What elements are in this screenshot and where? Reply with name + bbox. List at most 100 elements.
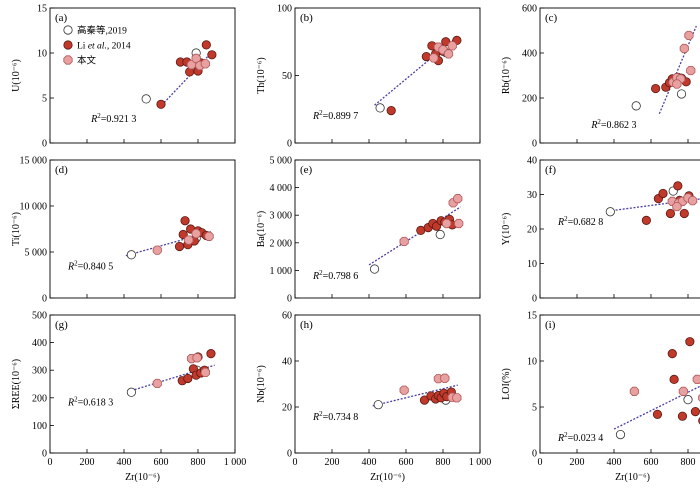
regression-line xyxy=(374,38,455,106)
legend-label: 本文 xyxy=(77,55,97,67)
y-tick-label: 500 xyxy=(32,311,47,322)
y-tick-label: 5 000 xyxy=(270,156,293,167)
r-squared-label: R2=0.862 3 xyxy=(590,118,636,131)
y-tick-label: 10 xyxy=(527,259,537,270)
data-point xyxy=(684,30,694,41)
y-tick-label: 1 000 xyxy=(270,266,293,277)
panel-label: (i) xyxy=(545,319,556,331)
data-point xyxy=(386,106,396,116)
y-tick-label: 200 xyxy=(522,94,537,105)
y-tick-label: 100 xyxy=(277,4,292,15)
data-point xyxy=(183,373,193,384)
legend-marker xyxy=(63,40,73,50)
r-squared-label: R2=0.899 7 xyxy=(312,109,358,122)
y-tick-label: 10 xyxy=(527,357,537,368)
data-point xyxy=(126,250,136,260)
data-point xyxy=(191,229,201,239)
y-tick-label: 400 xyxy=(522,49,537,60)
plot-frame xyxy=(49,159,236,299)
data-point xyxy=(447,41,457,51)
y-tick-label: 5 xyxy=(532,403,537,414)
panel-label: (f) xyxy=(545,164,556,176)
data-point xyxy=(672,79,682,89)
y-axis-label: Ti(10⁻⁶) xyxy=(11,212,22,246)
r-squared-label: R2=0.023 4 xyxy=(557,431,603,444)
y-tick-label: 40 xyxy=(527,156,537,167)
panel-label: (b) xyxy=(300,12,313,24)
y-axis-label: Th(10⁻⁶) xyxy=(256,57,267,94)
y-tick-label: 0 xyxy=(42,139,47,150)
x-tick-label: 600 xyxy=(154,457,169,468)
panel-label: (h) xyxy=(300,319,313,331)
data-point xyxy=(204,231,214,241)
data-point xyxy=(180,216,190,226)
y-tick-label: 600 xyxy=(522,4,537,15)
plot-frame xyxy=(539,314,700,454)
x-tick-label: 400 xyxy=(362,457,377,468)
data-point xyxy=(652,409,663,419)
regression-line xyxy=(368,206,461,266)
data-point xyxy=(152,245,162,255)
regression-line xyxy=(372,384,458,407)
x-tick-label: 600 xyxy=(644,457,659,468)
x-axis-label: Zr(10⁻⁶) xyxy=(615,472,650,483)
x-tick-label: 0 xyxy=(538,457,543,468)
x-tick-label: 400 xyxy=(117,457,132,468)
x-tick-label: 800 xyxy=(191,457,206,468)
y-tick-label: 5 000 xyxy=(25,248,48,259)
legend-marker xyxy=(63,25,73,35)
r-squared-label: R2=0.840 5 xyxy=(67,260,113,273)
y-tick-label: 50 xyxy=(282,71,292,82)
data-point xyxy=(686,65,696,76)
y-tick-label: 60 xyxy=(282,311,292,322)
data-point xyxy=(651,83,661,94)
data-point xyxy=(453,194,463,204)
data-point xyxy=(685,337,695,347)
data-point xyxy=(201,40,211,50)
data-point xyxy=(435,229,445,240)
r-squared-label: R2=0.734 8 xyxy=(312,410,358,423)
x-tick-label: 0 xyxy=(48,457,53,468)
legend-label: Li et al., 2014 xyxy=(77,42,131,52)
data-point xyxy=(429,53,439,63)
y-axis-label: Y(10⁻⁶) xyxy=(501,213,512,246)
panel-label: (c) xyxy=(545,12,558,24)
panel-f: 0 10 20 30 40 Y(10⁻⁶) (f) R2=0.682 8 xyxy=(501,156,700,305)
panel-e: 0 1 000 2 000 3 000 4 000 5 000 Ba(10⁻⁶) (e) R2=… xyxy=(256,156,481,305)
y-axis-label: U(10⁻⁶) xyxy=(11,59,22,92)
plot-frame xyxy=(49,7,236,144)
data-point xyxy=(200,59,210,69)
data-point xyxy=(178,229,188,240)
data-point xyxy=(152,378,162,389)
x-axis-label: Zr(10⁻⁶) xyxy=(125,472,160,483)
y-axis-label: ΣREE(10⁻⁶) xyxy=(11,359,22,409)
data-point xyxy=(658,188,668,199)
legend-label: 高秦等,2019 xyxy=(77,25,127,37)
data-point xyxy=(373,400,383,410)
panel-b: 0 50 100 Th(10⁻⁶) (b) R2=0.899 7 xyxy=(256,4,481,150)
y-tick-label: 10 000 xyxy=(20,202,48,213)
data-point xyxy=(672,201,682,212)
data-point xyxy=(375,103,385,113)
x-tick-label: 200 xyxy=(570,457,585,468)
y-tick-label: 0 xyxy=(532,139,537,150)
x-tick-label: 0 xyxy=(293,457,298,468)
plot-frame xyxy=(294,314,481,454)
data-point xyxy=(454,218,464,229)
x-tick-label: 1 000 xyxy=(224,457,247,468)
r-squared-label: R2=0.798 6 xyxy=(312,269,358,282)
x-tick-label: 200 xyxy=(325,457,340,468)
data-point xyxy=(419,395,430,405)
y-tick-label: 0 xyxy=(287,449,292,460)
plot-frame xyxy=(294,7,481,144)
data-point xyxy=(206,349,216,359)
r-squared-label: R2=0.921 3 xyxy=(90,112,136,125)
panel-i: 05101502004006008001 000LOI(%)Zr(10⁻⁶)(i… xyxy=(501,311,700,483)
data-point xyxy=(683,395,693,405)
data-point xyxy=(369,264,380,274)
data-point xyxy=(207,50,217,60)
y-tick-label: 0 xyxy=(532,294,537,305)
y-axis-label: Ba(10⁻⁶) xyxy=(256,211,267,248)
panel-label: (g) xyxy=(55,319,68,331)
plot-frame xyxy=(49,314,236,454)
